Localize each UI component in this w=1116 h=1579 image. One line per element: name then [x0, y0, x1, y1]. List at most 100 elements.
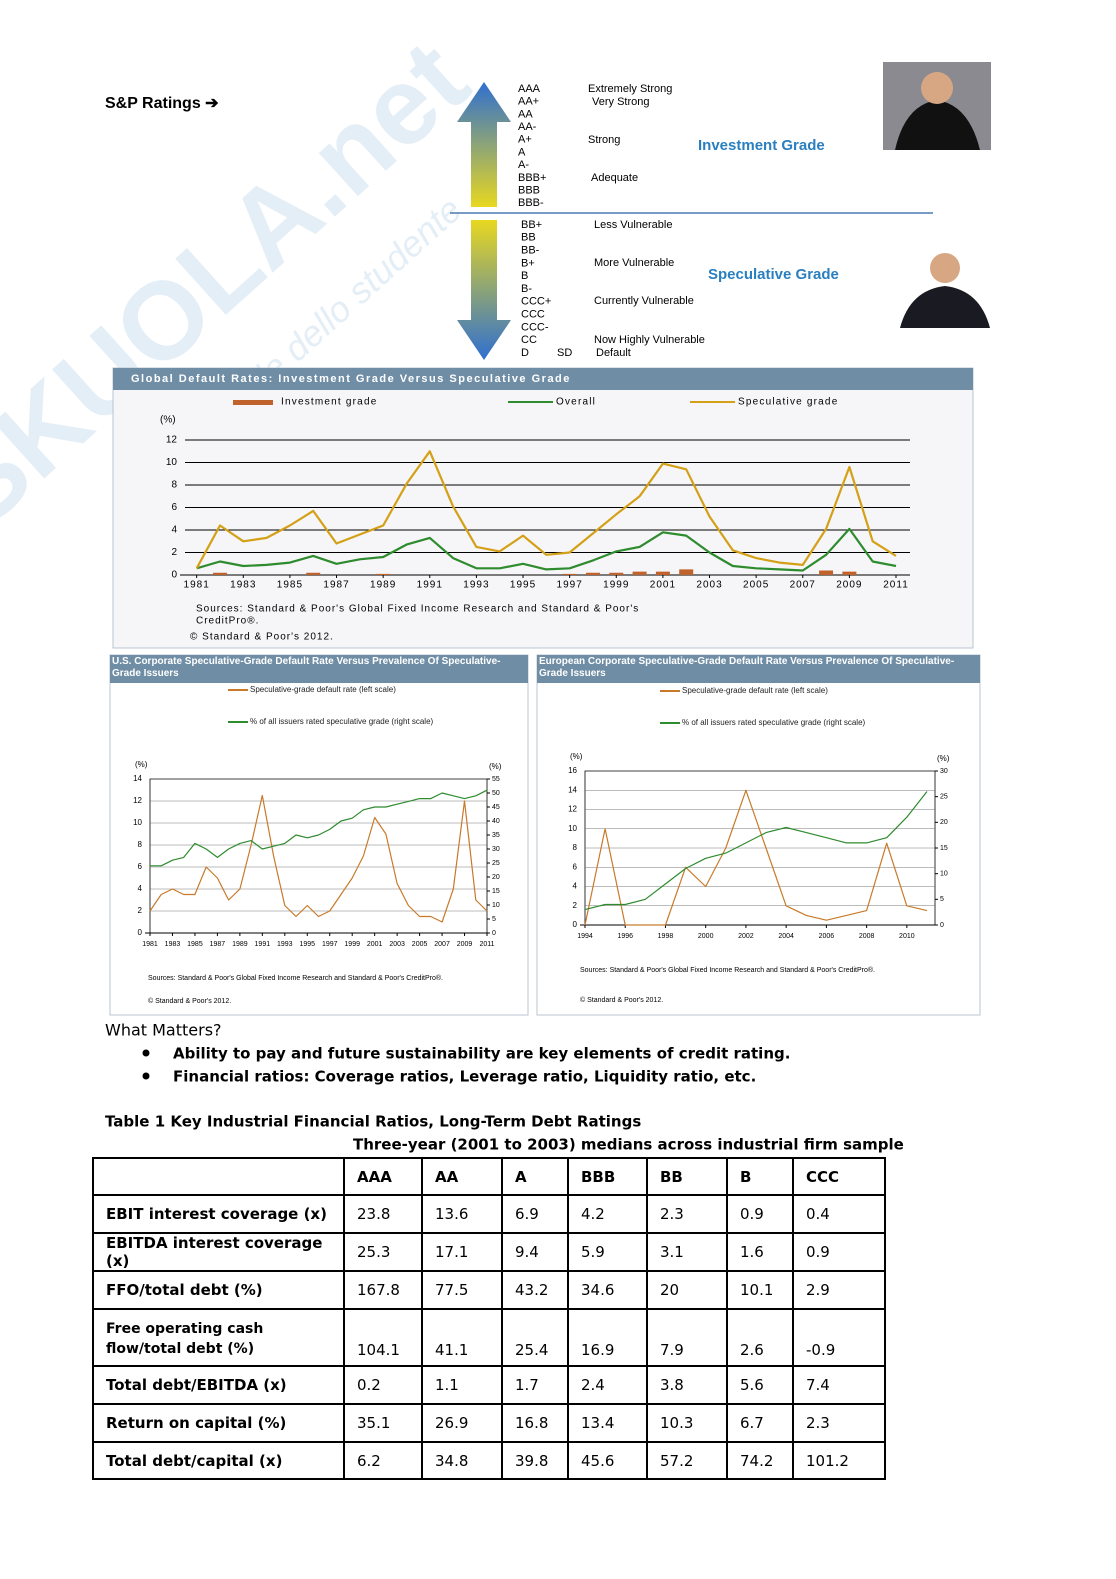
legend-label: Speculative-grade default rate (left sca…: [250, 685, 396, 694]
table-cell: 2.9: [792, 1270, 886, 1310]
table-cell: 13.6: [421, 1194, 503, 1234]
x-tick-label: 2004: [778, 933, 794, 940]
table-cell: FFO/total debt (%): [92, 1270, 345, 1310]
x-tick-label: 2005: [412, 941, 428, 948]
y2-tick-label: 15: [940, 845, 948, 852]
table-cell: 25.4: [501, 1308, 569, 1367]
y-tick-label: 10: [166, 457, 178, 468]
legend-label: % of all issuers rated speculative grade…: [250, 717, 434, 726]
rating-code: BB+: [521, 219, 542, 231]
rating-code: D: [521, 347, 529, 359]
rating-code: B-: [521, 283, 532, 295]
table-cell: 1.1: [421, 1365, 503, 1405]
rating-code: CC: [521, 334, 537, 346]
bar: [585, 572, 600, 575]
y2-tick-label: 20: [940, 819, 948, 826]
series-line: [149, 794, 488, 923]
table-cell: 77.5: [421, 1270, 503, 1310]
x-tick-label: 1985: [277, 580, 303, 591]
y-tick-label: 14: [568, 785, 577, 794]
y-tick-label: 16: [568, 766, 577, 775]
y2-tick-label: 55: [492, 776, 500, 783]
legend-label: Overall: [556, 397, 596, 408]
table-cell: Return on capital (%): [92, 1403, 345, 1443]
table-cell: 6.2: [343, 1441, 423, 1480]
y-tick-label: 0: [573, 920, 578, 929]
rating-code: AAA: [518, 83, 541, 95]
x-tick-label: 1995: [299, 941, 315, 948]
photo-suit: [895, 100, 980, 150]
y2-tick-label: 45: [492, 804, 500, 811]
y2-tick-label: 25: [492, 860, 500, 867]
rating-code: CCC: [521, 309, 545, 321]
table-row: EBIT interest coverage (x) 23.8 13.6 6.9 4.2…: [92, 1194, 886, 1234]
bullet: [142, 1072, 150, 1080]
rating-description: Very Strong: [592, 96, 649, 108]
table-cell: 3.1: [646, 1232, 728, 1272]
series-line: [584, 789, 928, 926]
x-tick-label: 1991: [417, 580, 443, 591]
bar: [306, 572, 321, 575]
rating-code: A-: [518, 159, 529, 171]
header-cell: A: [501, 1157, 569, 1196]
table-cell: 2.3: [646, 1194, 728, 1234]
x-tick-label: 1999: [344, 941, 360, 948]
x-tick-label: 1997: [322, 941, 338, 948]
chart-frame: [112, 367, 974, 649]
bar: [632, 571, 647, 575]
table-cell: 10.1: [726, 1270, 794, 1310]
arrow-down: [457, 220, 511, 360]
legend-label: % of all issuers rated speculative grade…: [682, 718, 866, 727]
y2-tick-label: 30: [940, 768, 948, 775]
series-line: [150, 789, 488, 867]
y-tick-label: 14: [133, 774, 142, 783]
x-tick-label: 1993: [463, 580, 489, 591]
y-tick-label: 6: [138, 862, 143, 871]
bullet: [142, 1049, 150, 1057]
rating-code: CCC-: [521, 321, 549, 333]
x-tick-label: 1987: [210, 941, 226, 948]
table-cell: 3.8: [646, 1365, 728, 1405]
table-cell: 57.2: [646, 1441, 728, 1480]
legend-swatch: [233, 400, 273, 405]
table-cell: 25.3: [343, 1232, 423, 1272]
x-tick-label: 2011: [883, 580, 909, 591]
table-cell: Total debt/capital (x): [92, 1441, 345, 1480]
table-cell: 0.4: [792, 1194, 886, 1234]
rating-code: B: [521, 270, 528, 282]
y-tick-label: 12: [568, 805, 577, 814]
bar: [376, 573, 391, 575]
rating-code: AA-: [518, 121, 537, 133]
chart-title-bar: [113, 368, 973, 390]
table-cell: 26.9: [421, 1403, 503, 1443]
chart-title-bar: [110, 655, 528, 683]
table-cell: 0.9: [792, 1232, 886, 1272]
table-cell: 45.6: [567, 1441, 648, 1480]
y-axis-label: (%): [160, 415, 176, 426]
y-tick-label: 12: [133, 796, 142, 805]
legend-label-box: % of all issuers rated speculative grade…: [682, 718, 866, 727]
bullet-text: Ability to pay and future sustainability…: [173, 1045, 790, 1063]
chart-title: U.S. Corporate Speculative-Grade Default…: [112, 656, 501, 679]
table-cell: -0.9: [792, 1308, 886, 1367]
x-tick-label: 2007: [790, 580, 816, 591]
table-cell: 167.8: [343, 1270, 423, 1310]
photo: [897, 248, 993, 328]
table-cell: EBIT interest coverage (x): [92, 1194, 345, 1234]
y-tick-label: 10: [568, 824, 577, 833]
y-tick-label: 8: [171, 480, 177, 491]
table-cell: 5.9: [567, 1232, 648, 1272]
photo: [883, 62, 991, 150]
photo-suit: [900, 286, 990, 328]
chart-source: Sources: Standard & Poor's Global Fixed …: [580, 966, 875, 974]
rating-description: Less Vulnerable: [594, 219, 672, 231]
chart-title-box: European Corporate Speculative-Grade Def…: [539, 656, 954, 679]
rating-description: Strong: [588, 134, 620, 146]
rating-code: B+: [521, 257, 535, 269]
x-tick-label: 1981: [142, 941, 158, 948]
y-tick-label: 12: [166, 435, 178, 446]
x-tick-label: 2010: [899, 933, 915, 940]
rating-code: AA+: [518, 96, 539, 108]
rating-code: AA: [518, 108, 533, 120]
series-line: [195, 450, 897, 569]
